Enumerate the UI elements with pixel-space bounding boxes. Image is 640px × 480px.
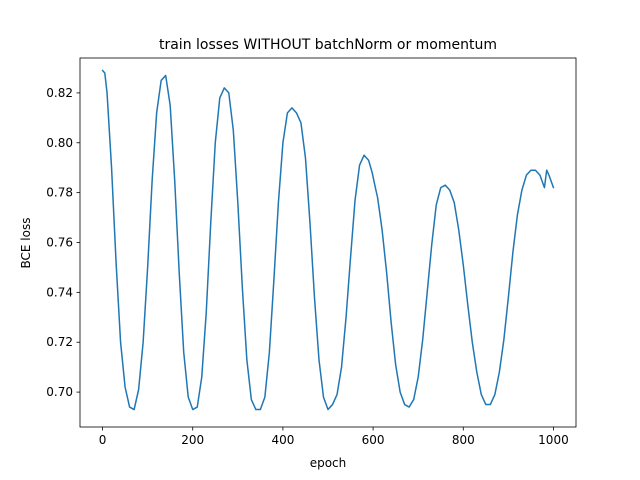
y-tick-label: 0.72 [46, 335, 73, 349]
x-tick-label: 400 [271, 433, 294, 447]
y-tick-label: 0.74 [46, 285, 73, 299]
x-axis-label: epoch [310, 456, 347, 470]
y-tick-label: 0.70 [46, 385, 73, 399]
x-tick-label: 800 [452, 433, 475, 447]
y-axis-label: BCE loss [19, 218, 33, 269]
x-tick-label: 200 [181, 433, 204, 447]
x-tick-label: 1000 [538, 433, 569, 447]
plot-area: 0 200 400 600 800 1000 0.70 0.72 0.74 0.76 0.78 0.8… [46, 57, 577, 447]
y-tick-label: 0.76 [46, 236, 73, 250]
series-line [101, 69, 555, 411]
x-tick-label: 600 [362, 433, 385, 447]
chart-title: train losses WITHOUT batchNorm or moment… [159, 37, 497, 53]
y-tick-label: 0.78 [46, 186, 73, 200]
y-tick-label: 0.82 [46, 86, 73, 100]
x-tick-label: 0 [99, 433, 107, 447]
y-tick-label: 0.80 [46, 136, 73, 150]
